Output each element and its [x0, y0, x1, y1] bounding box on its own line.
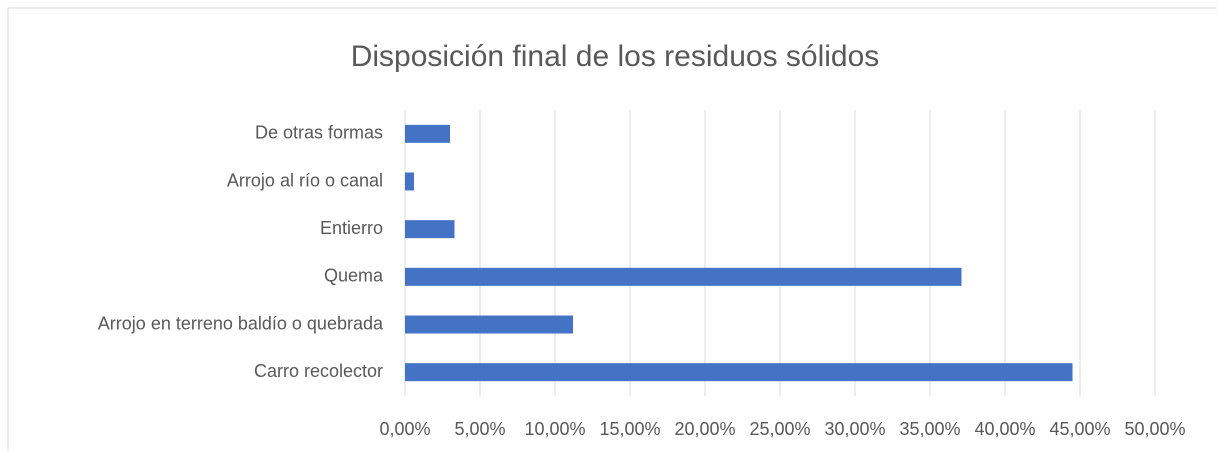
x-tick-label: 15,00%: [599, 419, 660, 439]
y-tick-label: Arrojo al río o canal: [227, 170, 383, 190]
y-tick-label: Carro recolector: [254, 361, 383, 381]
bar: [405, 172, 414, 191]
bar: [405, 220, 455, 239]
x-tick-label: 20,00%: [674, 419, 735, 439]
x-tick-label: 10,00%: [524, 419, 585, 439]
x-tick-label: 25,00%: [749, 419, 810, 439]
x-tick-label: 45,00%: [1049, 419, 1110, 439]
x-tick-label: 35,00%: [899, 419, 960, 439]
bar: [405, 267, 962, 286]
chart-frame: [7, 7, 1217, 451]
x-tick-label: 0,00%: [379, 419, 430, 439]
x-tick-label: 40,00%: [974, 419, 1035, 439]
y-tick-label: Arrojo en terreno baldío o quebrada: [98, 313, 384, 333]
x-tick-label: 50,00%: [1124, 419, 1185, 439]
y-tick-label: Entierro: [320, 218, 383, 238]
y-tick-label: Quema: [324, 266, 384, 286]
chart-title: Disposición final de los residuos sólido…: [351, 40, 880, 73]
x-tick-label: 5,00%: [454, 419, 505, 439]
bar: [405, 363, 1073, 382]
bar: [405, 124, 450, 143]
y-tick-label: De otras formas: [255, 123, 383, 143]
x-tick-label: 30,00%: [824, 419, 885, 439]
bar: [405, 315, 573, 334]
